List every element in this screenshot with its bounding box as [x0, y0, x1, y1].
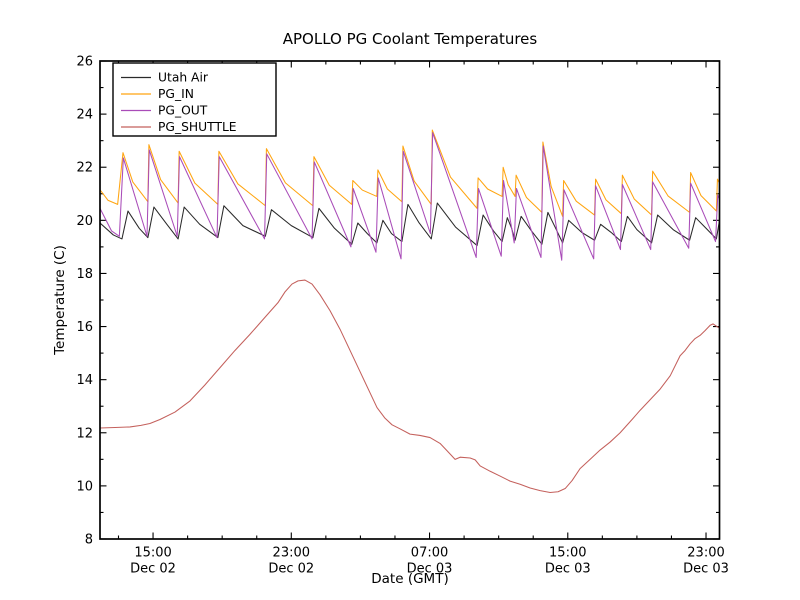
y-tick-label: 24	[76, 108, 93, 123]
x-axis-label: Date (GMT)	[371, 571, 448, 587]
legend: Utah Air PG_IN PG_OUT PG_SHUTTLE	[112, 62, 277, 137]
chart-title: APOLLO PG Coolant Temperatures	[283, 30, 538, 48]
series-lines	[100, 129, 720, 494]
y-tick-label: 8	[85, 533, 93, 548]
series-line-utah-air	[100, 202, 720, 247]
series-line-pg-in	[100, 129, 720, 217]
y-tick-label: 16	[76, 320, 93, 335]
series-line-pg-shuttle	[100, 279, 720, 494]
y-tick-label: 26	[76, 55, 93, 70]
y-tick-label: 18	[76, 267, 93, 282]
x-tick-label-time: 07:00	[411, 546, 448, 561]
x-tick-label-date: Dec 03	[683, 562, 729, 577]
y-tick-label: 14	[76, 373, 93, 388]
legend-label-utah-air: Utah Air	[158, 71, 209, 85]
legend-box	[112, 62, 277, 137]
x-tick-label-time: 23:00	[687, 546, 724, 561]
x-tick-label-date: Dec 03	[407, 562, 453, 577]
plot-border	[99, 60, 721, 540]
x-tick-label-date: Dec 02	[268, 562, 314, 577]
y-tick-label: 12	[76, 426, 93, 441]
legend-label-pg-out: PG_OUT	[158, 104, 208, 118]
series-line-pg-out	[100, 132, 720, 261]
legend-label-pg-shuttle: PG_SHUTTLE	[158, 120, 237, 134]
x-tick-label-date: Dec 03	[545, 562, 591, 577]
y-tick-label: 22	[76, 161, 93, 176]
y-tick-label: 20	[76, 214, 93, 229]
x-tick-label-time: 15:00	[134, 546, 171, 561]
y-tick-label: 10	[76, 479, 93, 494]
x-tick-label-time: 23:00	[273, 546, 310, 561]
legend-label-pg-in: PG_IN	[158, 87, 194, 101]
y-axis-label: Temperature (C)	[52, 245, 68, 356]
x-tick-label-date: Dec 02	[130, 562, 176, 577]
x-tick-label-time: 15:00	[549, 546, 586, 561]
